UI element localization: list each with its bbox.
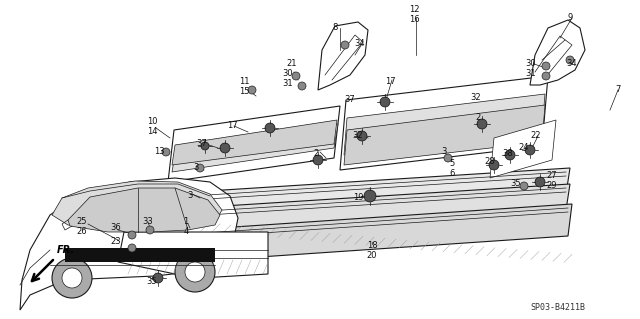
Circle shape — [62, 268, 82, 288]
Text: 38: 38 — [502, 149, 513, 158]
Circle shape — [146, 226, 154, 234]
Circle shape — [525, 145, 535, 155]
Circle shape — [185, 262, 205, 282]
Circle shape — [313, 155, 323, 165]
Circle shape — [292, 72, 300, 80]
Circle shape — [542, 72, 550, 80]
Text: 3: 3 — [188, 191, 193, 201]
Text: 17: 17 — [385, 78, 396, 86]
Polygon shape — [340, 76, 548, 170]
Text: 37: 37 — [344, 95, 355, 105]
Circle shape — [265, 123, 275, 133]
Circle shape — [128, 231, 136, 239]
Circle shape — [489, 160, 499, 170]
Circle shape — [128, 244, 136, 252]
Polygon shape — [52, 181, 222, 230]
Text: 20: 20 — [367, 251, 377, 261]
Text: 10: 10 — [147, 117, 157, 127]
Text: 22: 22 — [531, 131, 541, 140]
Text: 37: 37 — [196, 139, 207, 149]
Circle shape — [542, 62, 550, 70]
Text: 6: 6 — [449, 169, 454, 179]
Text: 30: 30 — [525, 60, 536, 69]
Circle shape — [298, 82, 306, 90]
Circle shape — [357, 131, 367, 141]
Circle shape — [153, 273, 163, 283]
Text: SP03-B4211B: SP03-B4211B — [531, 303, 586, 313]
Text: 4: 4 — [184, 227, 189, 236]
Polygon shape — [188, 168, 570, 218]
Text: 35: 35 — [147, 278, 157, 286]
Text: 33: 33 — [143, 218, 154, 226]
Text: 18: 18 — [367, 241, 378, 250]
Circle shape — [566, 56, 574, 64]
Text: 3: 3 — [442, 147, 447, 157]
Polygon shape — [318, 22, 368, 90]
Text: 32: 32 — [353, 131, 364, 140]
Polygon shape — [188, 184, 570, 235]
Text: 26: 26 — [77, 227, 87, 236]
Polygon shape — [490, 120, 556, 178]
Text: 23: 23 — [111, 238, 122, 247]
Text: 25: 25 — [77, 218, 87, 226]
Text: 16: 16 — [409, 16, 419, 25]
Polygon shape — [172, 124, 338, 172]
Bar — [65, 248, 215, 262]
Text: 36: 36 — [111, 224, 122, 233]
Text: 13: 13 — [154, 147, 164, 157]
Circle shape — [520, 182, 528, 190]
Text: 31: 31 — [283, 79, 293, 88]
Circle shape — [196, 164, 204, 172]
Circle shape — [477, 119, 487, 129]
Circle shape — [341, 41, 349, 49]
Circle shape — [175, 252, 215, 292]
Polygon shape — [530, 20, 585, 85]
Text: 5: 5 — [449, 160, 454, 168]
Text: 34: 34 — [355, 40, 365, 48]
Circle shape — [505, 150, 515, 160]
Circle shape — [364, 190, 376, 202]
Polygon shape — [68, 188, 220, 232]
Text: 35: 35 — [511, 180, 522, 189]
Text: 27: 27 — [547, 172, 557, 181]
Circle shape — [162, 148, 170, 156]
Circle shape — [444, 154, 452, 162]
Circle shape — [248, 86, 256, 94]
Text: 3: 3 — [193, 164, 198, 173]
Text: 15: 15 — [239, 87, 249, 97]
Polygon shape — [344, 105, 545, 165]
Text: 21: 21 — [287, 60, 297, 69]
Polygon shape — [186, 204, 572, 262]
Text: 2: 2 — [314, 150, 319, 159]
Text: 29: 29 — [547, 182, 557, 190]
Text: 30: 30 — [283, 70, 293, 78]
Polygon shape — [168, 106, 340, 182]
Text: 14: 14 — [147, 128, 157, 137]
Circle shape — [201, 142, 209, 150]
Text: 17: 17 — [227, 122, 237, 130]
Polygon shape — [20, 178, 238, 310]
Text: 2: 2 — [476, 114, 481, 122]
Text: 1: 1 — [184, 218, 189, 226]
Text: 28: 28 — [484, 158, 495, 167]
Text: 19: 19 — [353, 194, 364, 203]
Text: 9: 9 — [568, 13, 573, 23]
Circle shape — [535, 177, 545, 187]
Polygon shape — [172, 120, 337, 165]
Text: 12: 12 — [409, 5, 419, 14]
Circle shape — [52, 258, 92, 298]
Text: 8: 8 — [332, 24, 338, 33]
Text: 7: 7 — [615, 85, 621, 94]
Circle shape — [380, 97, 390, 107]
Polygon shape — [118, 232, 268, 278]
Text: 32: 32 — [470, 93, 481, 102]
Circle shape — [220, 143, 230, 153]
Text: 11: 11 — [239, 78, 249, 86]
Text: 24: 24 — [519, 144, 529, 152]
Text: FR.: FR. — [57, 245, 75, 255]
Text: 34: 34 — [566, 60, 577, 69]
Text: 31: 31 — [525, 70, 536, 78]
Polygon shape — [344, 94, 545, 155]
